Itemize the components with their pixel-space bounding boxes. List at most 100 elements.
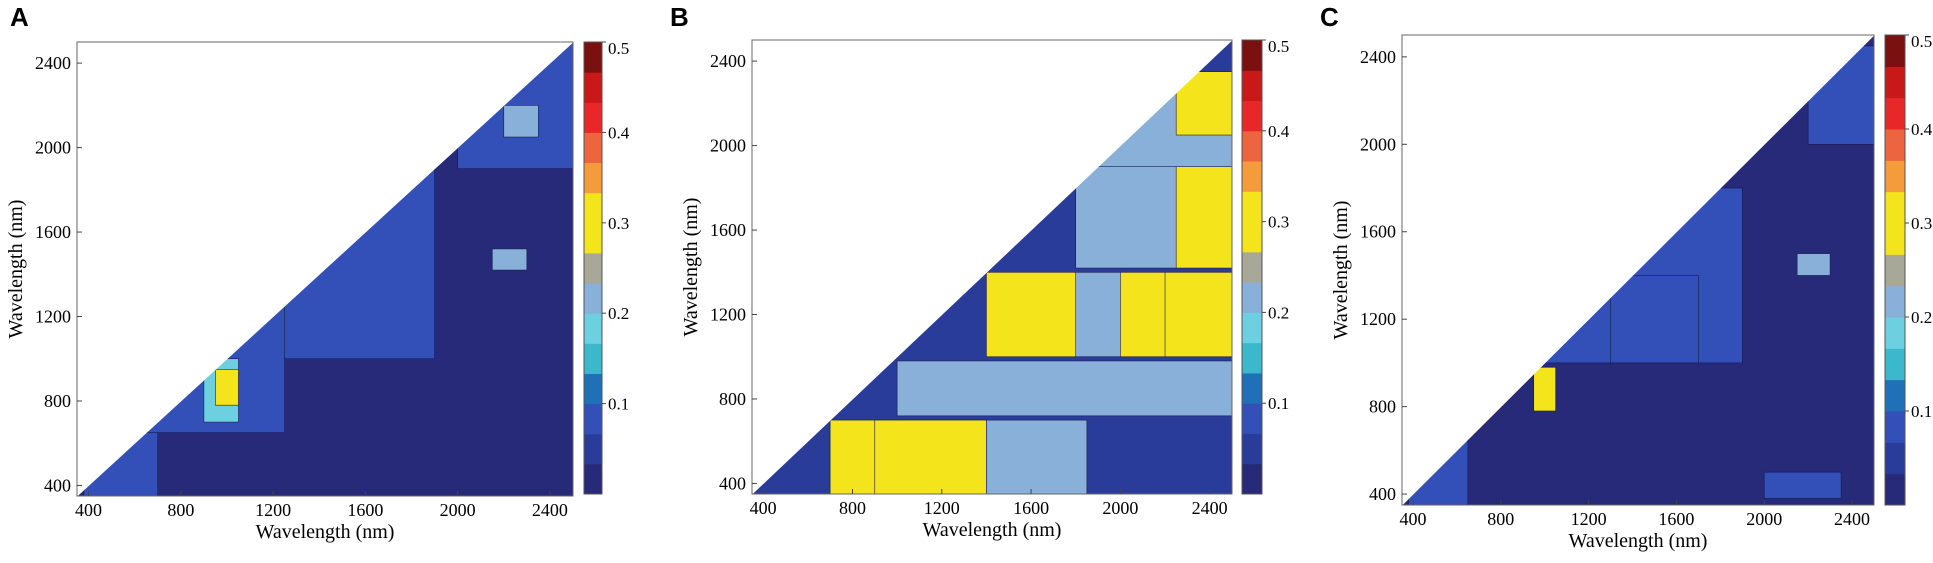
y-tick-label: 2000: [710, 136, 746, 156]
colorbar: 0.1 0.2 0.3 0.4 0.5: [1241, 37, 1290, 495]
colorbar-band: [1885, 411, 1905, 443]
panel-letter: A: [10, 2, 29, 32]
heatmap-region: [83, 421, 159, 496]
heatmap-region: [986, 419, 1088, 494]
diagonal-line: [751, 39, 1233, 495]
y-tick-label: 2400: [710, 51, 746, 71]
colorbar-band: [1885, 348, 1905, 381]
y-axis-label: Wavelength (nm): [5, 200, 27, 339]
colorbar-label: 0.3: [1268, 213, 1289, 232]
colorbar-band: [1885, 160, 1905, 193]
colorbar-label: 0.3: [1911, 214, 1932, 233]
colorbar-label: 0.1: [1268, 394, 1289, 413]
x-tick-label: 2000: [440, 500, 476, 520]
y-tick-label: 800: [44, 391, 71, 411]
y-tick-label: 400: [44, 475, 71, 495]
colorbar-band: [584, 222, 602, 254]
colorbar-band: [1242, 130, 1262, 162]
colorbar-band: [1242, 70, 1262, 102]
colorbar-band: [1885, 473, 1905, 506]
x-tick-label: 2000: [1102, 498, 1138, 518]
colorbar-label: 0.2: [1268, 303, 1289, 322]
colorbar-label: 0.5: [1911, 32, 1932, 51]
y-tick-label: 1600: [1360, 222, 1396, 242]
colorbar-label: 0.4: [1268, 122, 1290, 141]
y-tick-label: 800: [1369, 397, 1396, 417]
colorbar-band: [1885, 97, 1905, 130]
colorbar-band: [1242, 40, 1262, 71]
panel-C: C 400 800 1200 1600 2000 2400 400 800 1200 1600 200…: [1320, 2, 1933, 552]
colorbar-band: [1885, 223, 1905, 255]
x-tick-label: 1200: [1571, 509, 1607, 529]
heatmap-region: [1175, 71, 1232, 136]
colorbar-band: [1885, 379, 1905, 412]
panel-letter: B: [670, 2, 689, 32]
y-tick-label: 2000: [35, 138, 71, 158]
colorbar-band: [584, 192, 602, 224]
x-tick-label: 800: [839, 498, 866, 518]
y-tick-label: 1600: [710, 220, 746, 240]
colorbar-band: [1885, 66, 1905, 99]
colorbar-band: [1242, 282, 1262, 313]
heatmap-region: [896, 360, 1232, 417]
colorbar-band: [1242, 463, 1262, 495]
diagonal-line: [1401, 34, 1875, 506]
colorbar-band: [1242, 312, 1262, 344]
heatmap-region: [1796, 253, 1831, 276]
colorbar-band: [1885, 254, 1905, 287]
panel-A: A 400 800 1200 1600 2000 2400 400 800 1200 1600 200…: [5, 2, 630, 543]
colorbar-band: [1242, 251, 1262, 283]
y-tick-label: 1200: [35, 307, 71, 327]
colorbar-band: [584, 283, 602, 314]
heatmap-region: [1763, 471, 1842, 499]
y-tick-label: 1200: [1360, 309, 1396, 329]
colorbar-band: [1885, 442, 1905, 475]
colorbar-band: [584, 433, 602, 465]
x-tick-label: 800: [167, 500, 194, 520]
colorbar-band: [1242, 221, 1262, 253]
colorbar-band: [1885, 129, 1905, 161]
y-tick-label: 400: [719, 473, 746, 493]
heatmap-region: [491, 248, 528, 271]
colorbar-label: 0.5: [1268, 37, 1289, 56]
colorbar-band: [1885, 191, 1905, 224]
colorbar-band: [1242, 403, 1262, 434]
colorbar-band: [584, 343, 602, 374]
colorbar-label: 0.4: [1911, 120, 1933, 139]
heatmap-region: [1075, 271, 1121, 358]
colorbar-label: 0.5: [608, 39, 629, 58]
y-tick-label: 1200: [710, 305, 746, 325]
heatmap-region: [874, 419, 987, 494]
colorbar-label: 0.1: [608, 395, 629, 414]
y-tick-label: 800: [719, 389, 746, 409]
colorbar-band: [584, 102, 602, 133]
colorbar-band: [1242, 100, 1262, 132]
colorbar: 0.1 0.2 0.3 0.4 0.5: [1884, 32, 1933, 506]
y-axis-label: Wavelength (nm): [680, 198, 702, 337]
heatmap-region: [1533, 366, 1556, 412]
x-tick-label: 2000: [1746, 509, 1782, 529]
panel-letter: C: [1320, 2, 1339, 32]
heatmap-region: [1408, 439, 1469, 505]
x-tick-label: 1200: [255, 500, 291, 520]
colorbar-band: [584, 313, 602, 344]
x-tick-label: 2400: [532, 500, 568, 520]
y-tick-label: 400: [1369, 484, 1396, 504]
x-tick-label: 400: [1399, 509, 1426, 529]
axes-frame: [1401, 34, 1875, 506]
heatmap-region: [1807, 45, 1874, 145]
colorbar-label: 0.1: [1911, 402, 1932, 421]
x-axis-label: Wavelength (nm): [1569, 530, 1708, 552]
colorbar-band: [1242, 372, 1262, 404]
heatmap-region: [503, 105, 539, 138]
colorbar-frame: [583, 41, 603, 495]
colorbar-label: 0.4: [608, 123, 630, 142]
colorbar-band: [584, 72, 602, 103]
x-tick-label: 2400: [1834, 509, 1870, 529]
x-tick-label: 400: [750, 498, 777, 518]
colorbar-band: [584, 252, 602, 284]
colorbar: 0.1 0.2 0.3 0.4 0.5: [583, 39, 630, 495]
colorbar-label: 0.2: [608, 304, 629, 323]
colorbar-frame: [1241, 39, 1263, 495]
colorbar-band: [1242, 161, 1262, 192]
